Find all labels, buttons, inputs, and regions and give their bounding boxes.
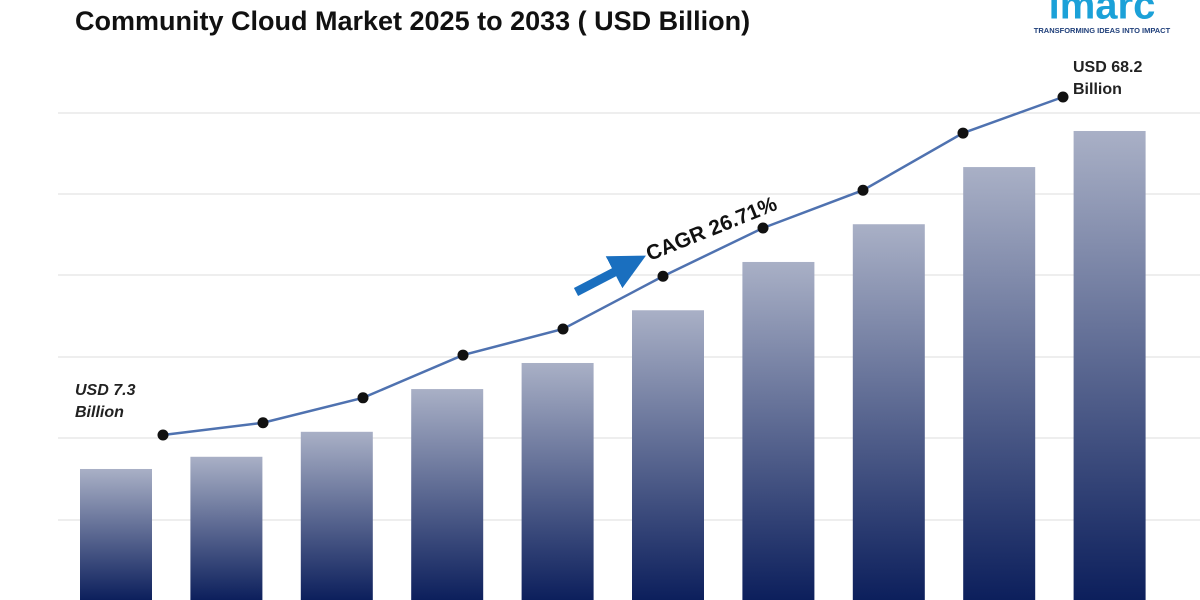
bar [963,167,1036,600]
point [857,184,869,196]
point [957,127,969,139]
point [357,392,369,404]
bar [411,389,484,600]
value-label: USD 68.2 Billion [1073,58,1143,98]
chart-title: Community Cloud Market 2025 to 2033 ( US… [75,6,750,36]
point [557,323,569,335]
cagr-arrow [573,255,646,296]
bar [80,468,152,600]
bar [521,362,594,600]
bar [300,431,373,600]
point [157,429,169,441]
bar [190,456,263,600]
point [457,349,469,361]
value-label: USD 7.3 Billion [75,381,136,421]
point [657,270,669,282]
trend-line [162,95,1064,437]
bar [852,224,925,600]
bar [742,261,815,600]
logo-tagline: TRANSFORMING IDEAS INTO IMPACT [1034,26,1171,35]
logo-name: imarc [1049,0,1156,28]
point [257,417,269,429]
point [757,222,769,234]
point [1057,91,1069,103]
bar [632,310,704,600]
bar [1073,130,1146,600]
